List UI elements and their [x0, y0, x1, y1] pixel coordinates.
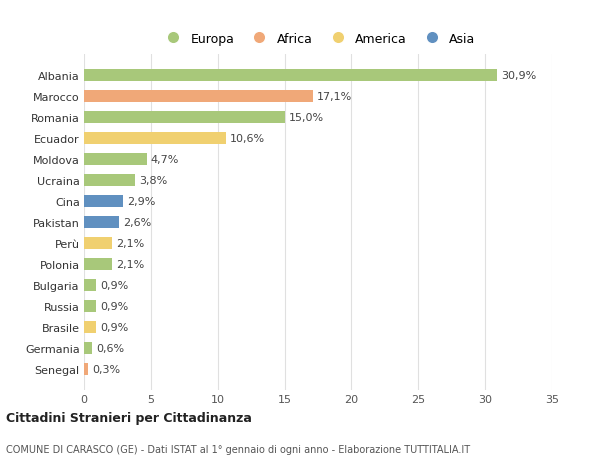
- Bar: [84, 175, 135, 186]
- Text: 0,9%: 0,9%: [100, 322, 128, 332]
- Bar: [84, 91, 313, 103]
- Bar: [84, 154, 147, 166]
- Text: 15,0%: 15,0%: [289, 113, 324, 123]
- Text: 0,6%: 0,6%: [96, 343, 124, 353]
- Bar: [84, 342, 92, 354]
- Text: 0,9%: 0,9%: [100, 280, 128, 291]
- Bar: [84, 364, 88, 375]
- Text: 2,1%: 2,1%: [116, 259, 145, 269]
- Bar: [84, 322, 96, 333]
- Bar: [84, 259, 112, 270]
- Text: 30,9%: 30,9%: [501, 71, 536, 81]
- Text: 0,9%: 0,9%: [100, 302, 128, 311]
- Bar: [84, 217, 119, 229]
- Text: 17,1%: 17,1%: [317, 92, 352, 102]
- Text: COMUNE DI CARASCO (GE) - Dati ISTAT al 1° gennaio di ogni anno - Elaborazione TU: COMUNE DI CARASCO (GE) - Dati ISTAT al 1…: [6, 444, 470, 454]
- Text: 0,3%: 0,3%: [92, 364, 120, 374]
- Legend: Europa, Africa, America, Asia: Europa, Africa, America, Asia: [155, 28, 481, 51]
- Bar: [84, 133, 226, 145]
- Bar: [84, 301, 96, 312]
- Text: 2,1%: 2,1%: [116, 239, 145, 248]
- Bar: [84, 112, 284, 123]
- Bar: [84, 70, 497, 82]
- Bar: [84, 238, 112, 249]
- Text: 4,7%: 4,7%: [151, 155, 179, 165]
- Text: 10,6%: 10,6%: [230, 134, 265, 144]
- Text: Cittadini Stranieri per Cittadinanza: Cittadini Stranieri per Cittadinanza: [6, 412, 252, 425]
- Text: 2,9%: 2,9%: [127, 197, 155, 207]
- Bar: [84, 280, 96, 291]
- Text: 2,6%: 2,6%: [123, 218, 151, 228]
- Bar: [84, 196, 123, 207]
- Text: 3,8%: 3,8%: [139, 176, 167, 186]
